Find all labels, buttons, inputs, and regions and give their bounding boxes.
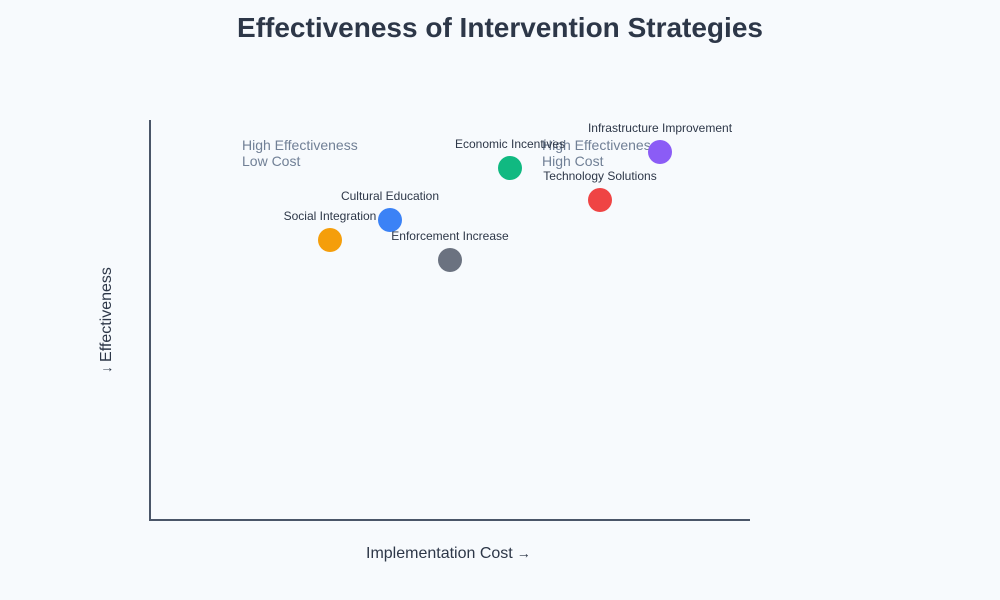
data-point[interactable] bbox=[318, 228, 342, 252]
chart-title: Effectiveness of Intervention Strategies bbox=[237, 12, 763, 43]
data-point[interactable] bbox=[438, 248, 462, 272]
y-axis-label: ↓ Effectiveness bbox=[98, 267, 116, 373]
x-axis-label-text: Implementation Cost bbox=[366, 545, 513, 562]
arrow-right-icon: → bbox=[516, 545, 531, 561]
quadrant-label-line1: High Effectiveness bbox=[242, 137, 358, 153]
data-point-label: Social Integration bbox=[283, 209, 377, 223]
x-axis-label: Implementation Cost → bbox=[366, 545, 531, 563]
quadrant-label-low-cost: High Effectiveness Low Cost bbox=[242, 137, 358, 169]
data-point[interactable] bbox=[498, 156, 522, 180]
data-point-label: Economic Incentives bbox=[454, 137, 566, 151]
data-point[interactable] bbox=[588, 188, 612, 212]
quadrant-label-line2: High Cost bbox=[542, 153, 604, 169]
data-point-label: Cultural Education bbox=[340, 189, 440, 203]
x-axis-line bbox=[149, 519, 750, 521]
data-point-label: Infrastructure Improvement bbox=[587, 121, 733, 135]
data-point-label: Enforcement Increase bbox=[391, 229, 509, 243]
data-point[interactable] bbox=[648, 140, 672, 164]
data-point-label: Technology Solutions bbox=[543, 169, 657, 183]
quadrant-label-line2: Low Cost bbox=[242, 153, 301, 169]
quadrant-label-line1: High Effectiveness bbox=[542, 137, 658, 153]
y-axis-line bbox=[149, 120, 151, 521]
data-point[interactable] bbox=[378, 208, 402, 232]
quadrant-label-high-cost: High Effectiveness High Cost bbox=[542, 137, 658, 169]
arrow-down-icon: ↓ bbox=[98, 365, 114, 373]
y-axis-label-text: Effectiveness bbox=[98, 267, 115, 362]
